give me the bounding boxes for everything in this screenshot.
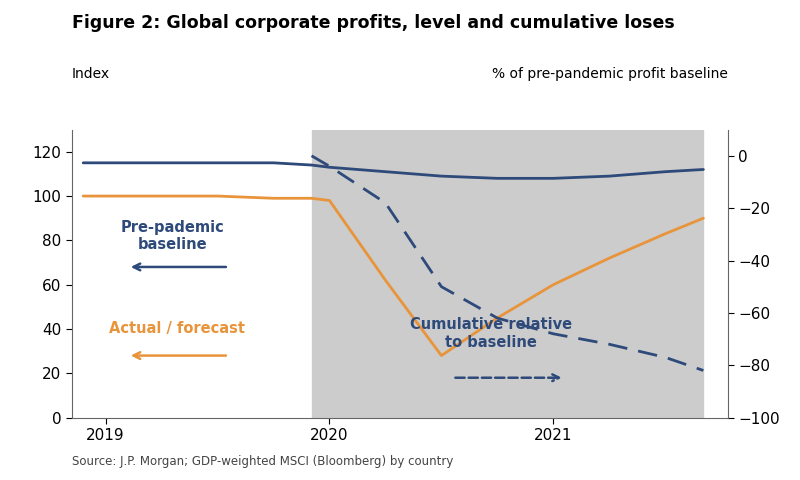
Text: Actual / forecast: Actual / forecast <box>110 322 246 336</box>
Bar <box>311 130 703 418</box>
Text: Index: Index <box>72 67 110 81</box>
Text: % of pre-pandemic profit baseline: % of pre-pandemic profit baseline <box>492 67 728 81</box>
Text: Source: J.P. Morgan; GDP-weighted MSCI (Bloomberg) by country: Source: J.P. Morgan; GDP-weighted MSCI (… <box>72 455 454 468</box>
Text: Cumulative relative
to baseline: Cumulative relative to baseline <box>410 317 572 349</box>
Text: Figure 2: Global corporate profits, level and cumulative loses: Figure 2: Global corporate profits, leve… <box>72 14 674 33</box>
Text: Pre-pademic
baseline: Pre-pademic baseline <box>121 220 225 252</box>
